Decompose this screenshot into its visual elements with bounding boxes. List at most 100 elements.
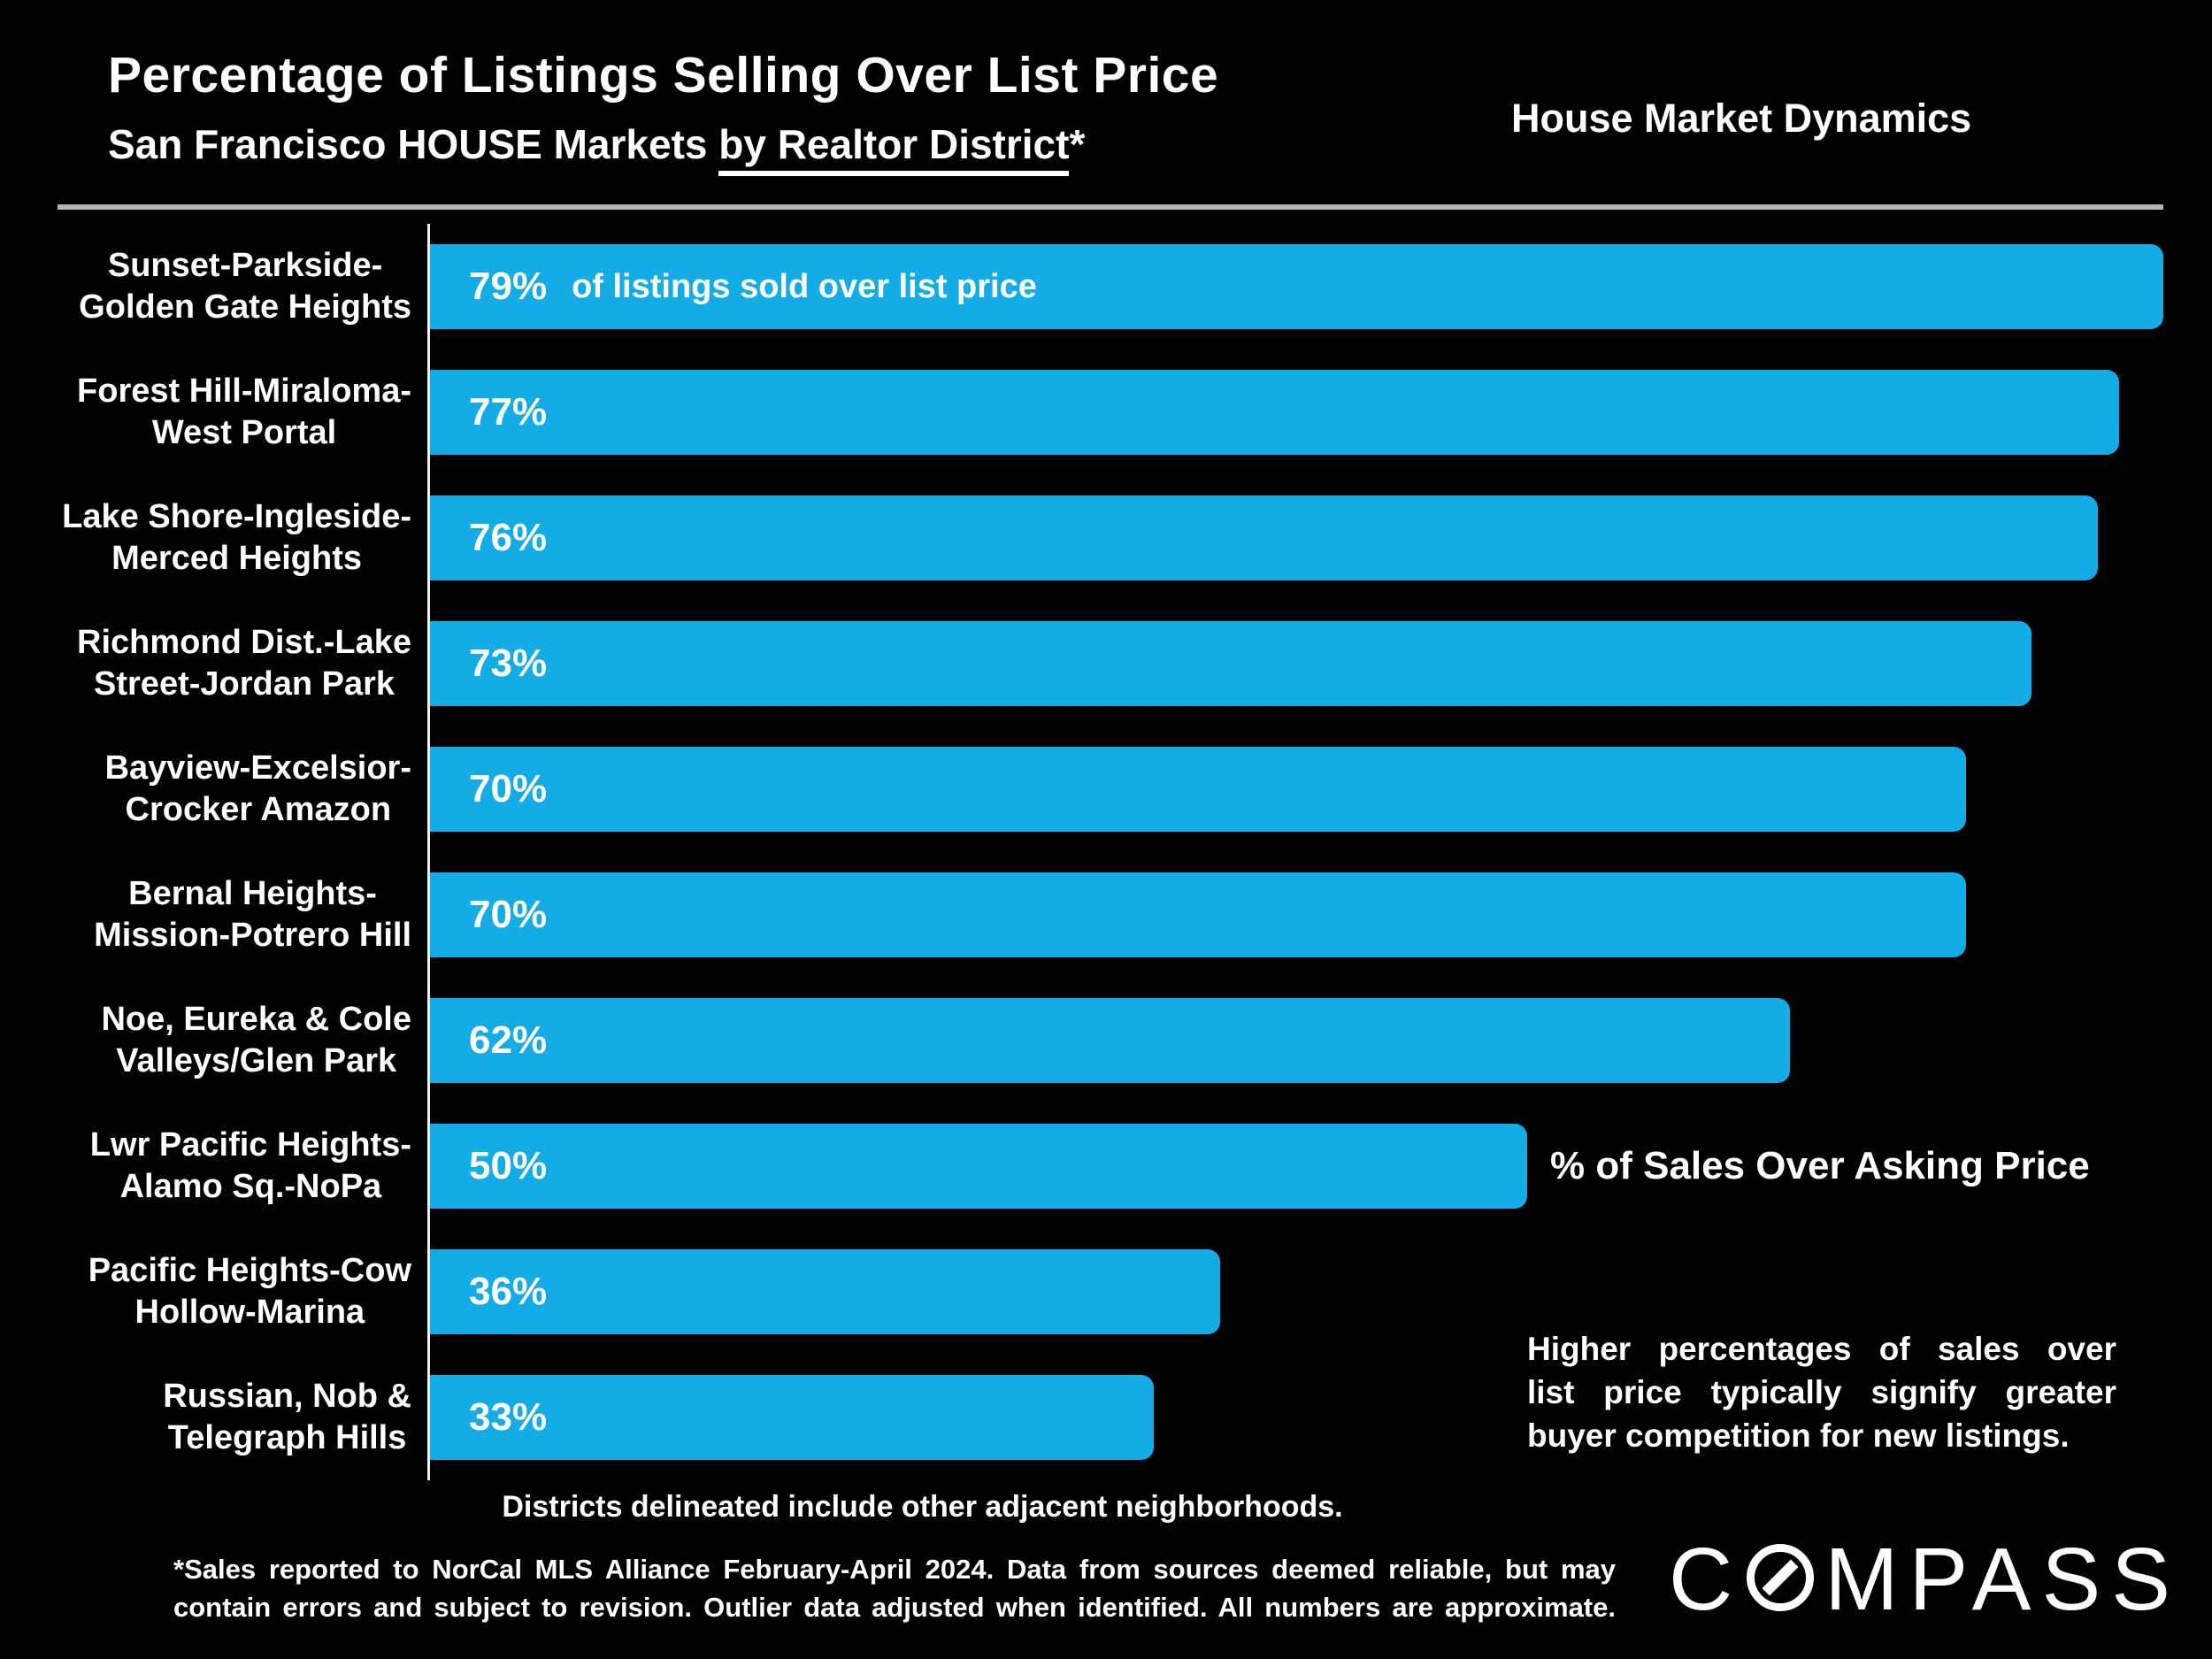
- district-label-cell: Lake Shore-Ingleside- Merced Heights: [53, 475, 427, 601]
- district-label: Noe, Eureka & Cole Valleys/Glen Park: [101, 999, 411, 1082]
- bar-cell: 77%: [427, 349, 2163, 475]
- annotation-line: list price typically signify greater: [1527, 1374, 2116, 1410]
- chart-row: Russian, Nob & Telegraph Hills 33%: [53, 1355, 2163, 1480]
- district-label-line: Lwr Pacific Heights-: [89, 1126, 411, 1164]
- bar: 70%: [430, 747, 1966, 832]
- bar-note-label: of listings sold over list price: [572, 267, 1037, 305]
- bar: 36%: [430, 1249, 1220, 1334]
- footnote-line: *Sales reported to NorCal MLS Alliance F…: [173, 1554, 1616, 1585]
- district-label: Lwr Pacific Heights- Alamo Sq.-NoPa: [90, 1125, 411, 1208]
- bar: 70%: [430, 872, 1966, 957]
- bar: 76%: [430, 495, 2098, 580]
- page-subtitle: San Francisco HOUSE Markets by Realtor D…: [108, 120, 1085, 176]
- bar-value-label: 73%: [469, 641, 548, 685]
- district-label-line: Richmond Dist.-Lake: [77, 624, 411, 661]
- district-label-line: Merced Heights: [111, 540, 363, 577]
- district-label-cell: Noe, Eureka & Cole Valleys/Glen Park: [53, 978, 427, 1103]
- bar-cell: 62%: [427, 978, 2163, 1103]
- district-label-cell: Russian, Nob & Telegraph Hills: [53, 1355, 427, 1480]
- district-label-line: West Portal: [151, 414, 337, 451]
- district-label-line: Street-Jordan Park: [94, 665, 396, 703]
- chart-row: Bayview-Excelsior- Crocker Amazon 70%: [53, 726, 2163, 852]
- district-label: Richmond Dist.-Lake Street-Jordan Park: [77, 622, 411, 705]
- district-label-cell: Richmond Dist.-Lake Street-Jordan Park: [53, 601, 427, 726]
- page-title: Percentage of Listings Selling Over List…: [108, 47, 1219, 104]
- annotation-paragraph: Higher percentages of sales over list pr…: [1527, 1327, 2116, 1457]
- district-label-line: Bernal Heights-: [128, 875, 377, 912]
- bar-cell: 79% of listings sold over list price: [427, 224, 2163, 349]
- district-label: Bernal Heights- Mission-Potrero Hill: [94, 873, 411, 956]
- logo-letter-c: C: [1669, 1530, 1744, 1629]
- district-label: Russian, Nob & Telegraph Hills: [163, 1376, 411, 1459]
- district-label: Pacific Heights-Cow Hollow-Marina: [88, 1250, 411, 1333]
- bar-value-label: 77%: [469, 390, 548, 434]
- district-label-line: Alamo Sq.-NoPa: [119, 1168, 382, 1205]
- chart-rows: Sunset-Parkside- Golden Gate Heights 79% of…: [53, 224, 2163, 1480]
- compass-needle-icon: [1762, 1559, 1799, 1596]
- report-series-heading: House Market Dynamics: [1511, 96, 1972, 141]
- bar-cell: 70%: [427, 852, 2163, 978]
- bar: 62%: [430, 998, 1791, 1083]
- district-label: Sunset-Parkside- Golden Gate Heights: [79, 245, 411, 328]
- bar-cell: 50%: [427, 1103, 2163, 1229]
- subtitle-asterisk: *: [1069, 121, 1086, 167]
- bar-cell: 73%: [427, 601, 2163, 726]
- annotation-line: Higher percentages of sales over: [1527, 1331, 2116, 1367]
- district-label-cell: Pacific Heights-Cow Hollow-Marina: [53, 1229, 427, 1355]
- compass-logo: C MPASS: [1669, 1529, 2181, 1631]
- chart-row: Bernal Heights- Mission-Potrero Hill 70%: [53, 852, 2163, 978]
- bar: 77%: [430, 370, 2120, 455]
- district-label-line: Russian, Nob &: [163, 1378, 411, 1415]
- subtitle-underlined: by Realtor District: [718, 120, 1070, 176]
- chart-row: Lake Shore-Ingleside- Merced Heights 76%: [53, 475, 2163, 601]
- district-label-line: Lake Shore-Ingleside-: [62, 498, 411, 535]
- chart-row: Forest Hill-Miraloma- West Portal 77%: [53, 349, 2163, 475]
- district-label-line: Mission-Potrero Hill: [94, 917, 411, 954]
- district-label-line: Pacific Heights-Cow: [88, 1252, 411, 1289]
- bar-value-label: 70%: [469, 767, 548, 810]
- bar-value-label: 50%: [469, 1144, 548, 1187]
- bar: 79% of listings sold over list price: [430, 244, 2163, 329]
- districts-note: Districts delineated include other adjac…: [502, 1490, 1343, 1524]
- bar-value-label: 79%: [469, 265, 548, 308]
- district-label-line: Crocker Amazon: [125, 791, 392, 828]
- district-label: Forest Hill-Miraloma- West Portal: [77, 371, 411, 454]
- compass-logo-o-icon: [1747, 1544, 1815, 1611]
- bar-value-label: 76%: [469, 516, 548, 559]
- footnote-line: contain errors and subject to revision. …: [173, 1592, 1616, 1623]
- annotation-line: buyer competition for new listings.: [1527, 1417, 2070, 1454]
- chart-row: Richmond Dist.-Lake Street-Jordan Park 73%: [53, 601, 2163, 726]
- bar: 33%: [430, 1375, 1155, 1460]
- header-divider-line: [58, 204, 2163, 210]
- bar-value-label: 36%: [469, 1270, 548, 1313]
- bar-cell: 36%: [427, 1229, 2163, 1355]
- district-label-line: Forest Hill-Miraloma-: [77, 373, 411, 410]
- district-label-line: Noe, Eureka & Cole: [101, 1001, 411, 1038]
- district-label-line: Hollow-Marina: [134, 1294, 365, 1331]
- bar-value-label: 70%: [469, 893, 548, 936]
- district-label-line: Bayview-Excelsior-: [104, 749, 411, 787]
- logo-letters-mpass: MPASS: [1824, 1530, 2181, 1629]
- chart-row: Pacific Heights-Cow Hollow-Marina 36%: [53, 1229, 2163, 1355]
- district-label-cell: Lwr Pacific Heights- Alamo Sq.-NoPa: [53, 1103, 427, 1229]
- chart-row: Sunset-Parkside- Golden Gate Heights 79% of…: [53, 224, 2163, 349]
- chart-row: Noe, Eureka & Cole Valleys/Glen Park 62%: [53, 978, 2163, 1103]
- district-label: Bayview-Excelsior- Crocker Amazon: [105, 748, 411, 831]
- district-label-line: Telegraph Hills: [167, 1419, 407, 1456]
- district-label-line: Sunset-Parkside-: [107, 247, 383, 284]
- bar-value-label: 62%: [469, 1018, 548, 1062]
- district-label-line: Valleys/Glen Park: [116, 1042, 397, 1079]
- district-label-line: Golden Gate Heights: [79, 288, 411, 326]
- district-label-cell: Bayview-Excelsior- Crocker Amazon: [53, 726, 427, 852]
- chart-row: Lwr Pacific Heights- Alamo Sq.-NoPa 50%: [53, 1103, 2163, 1229]
- source-footnote: *Sales reported to NorCal MLS Alliance F…: [173, 1550, 1616, 1626]
- bar-cell: 70%: [427, 726, 2163, 852]
- bar-cell: 76%: [427, 475, 2163, 601]
- bar-value-label: 33%: [469, 1395, 548, 1439]
- district-label-cell: Forest Hill-Miraloma- West Portal: [53, 349, 427, 475]
- bar: 50%: [430, 1124, 1527, 1209]
- bar: 73%: [430, 621, 2032, 706]
- bar-cell: 33%: [427, 1355, 2163, 1480]
- bar-chart: Sunset-Parkside- Golden Gate Heights 79% of…: [53, 224, 2163, 1480]
